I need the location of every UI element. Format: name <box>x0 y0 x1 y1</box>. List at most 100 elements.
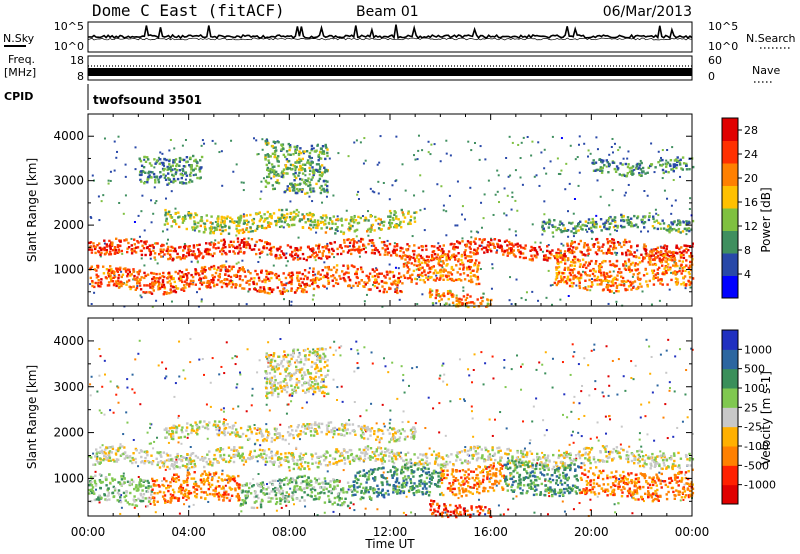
echo-cell <box>469 275 472 278</box>
echo-speckle <box>287 290 290 293</box>
echo-cell <box>288 271 291 275</box>
echo-speckle <box>140 210 143 213</box>
echo-cell <box>224 273 227 276</box>
echo-cell <box>185 255 188 258</box>
echo-speckle <box>511 191 514 194</box>
echo-speckle <box>441 364 444 367</box>
echo-cell <box>161 244 164 247</box>
echo-cell <box>399 220 402 224</box>
echo-cell <box>100 248 103 252</box>
echo-cell <box>262 245 266 248</box>
echo-cell <box>268 279 271 282</box>
echo-cell <box>220 221 223 224</box>
echo-cell <box>175 287 178 290</box>
echo-cell <box>206 219 209 222</box>
echo-cell <box>327 279 330 283</box>
echo-speckle <box>596 421 599 424</box>
echo-cell <box>332 249 335 252</box>
echo-cell <box>331 220 334 223</box>
echo-speckle <box>305 401 308 404</box>
echo-cell <box>599 218 603 221</box>
echo-cell <box>181 168 184 171</box>
echo-cell <box>241 279 244 282</box>
echo-speckle <box>109 409 112 412</box>
echo-cell <box>109 253 113 256</box>
echo-speckle <box>439 374 442 377</box>
echo-cell <box>551 231 554 234</box>
echo-cell <box>262 246 265 249</box>
echo-speckle <box>482 217 485 220</box>
echo-cell <box>627 285 631 288</box>
echo-cell <box>645 254 648 257</box>
echo-cell <box>600 274 603 277</box>
echo-cell <box>475 251 479 255</box>
echo-cell <box>374 281 377 284</box>
echo-speckle <box>421 293 424 296</box>
echo-cell <box>311 166 314 169</box>
echo-cell <box>179 277 183 280</box>
echo-speckle <box>177 441 180 444</box>
echo-cell <box>605 272 609 275</box>
echo-speckle <box>173 147 176 150</box>
echo-cell <box>554 225 557 229</box>
echo-cell <box>392 274 396 277</box>
echo-cell <box>645 248 648 252</box>
echo-cell <box>243 287 246 290</box>
echo-cell <box>584 261 588 264</box>
echo-cell <box>456 271 459 274</box>
echo-speckle <box>89 394 92 397</box>
echo-cell <box>311 170 315 173</box>
echo-cell <box>306 277 309 281</box>
echo-cell <box>625 241 628 244</box>
echo-cell <box>495 251 498 254</box>
echo-speckle <box>242 463 245 466</box>
echo-cell <box>243 270 246 273</box>
echo-cell <box>409 274 412 277</box>
echo-speckle <box>587 155 590 158</box>
echo-cell <box>667 250 670 253</box>
echo-cell <box>593 243 596 246</box>
echo-cell <box>602 259 605 263</box>
echo-speckle <box>211 357 214 360</box>
echo-cell <box>173 247 177 250</box>
echo-speckle <box>332 194 335 197</box>
echo-cell <box>293 183 296 186</box>
echo-cell <box>224 269 228 273</box>
echo-cell <box>476 265 479 268</box>
echo-cell <box>269 247 273 250</box>
echo-cell <box>140 253 144 257</box>
echo-cell <box>91 280 94 283</box>
echo-speckle <box>150 221 153 224</box>
echo-speckle <box>323 261 326 264</box>
echo-cell <box>217 274 220 278</box>
echo-cell <box>460 279 463 282</box>
echo-cell <box>197 272 200 275</box>
echo-speckle <box>371 283 374 286</box>
echo-cell <box>669 268 672 271</box>
echo-cell <box>644 245 647 248</box>
echo-cell <box>503 249 507 253</box>
echo-cell <box>624 251 628 254</box>
echo-cell <box>428 267 431 270</box>
echo-cell <box>389 219 392 222</box>
echo-cell <box>103 246 106 249</box>
echo-speckle <box>661 149 664 152</box>
echo-cell <box>200 155 204 159</box>
echo-cell <box>661 264 664 267</box>
echo-cell <box>591 243 595 246</box>
echo-cell <box>326 271 329 275</box>
echo-cell <box>620 271 623 274</box>
echo-cell <box>618 271 622 275</box>
echo-speckle <box>581 384 584 387</box>
echo-cell <box>109 246 112 249</box>
echo-speckle <box>539 241 542 244</box>
echo-cell <box>576 225 579 228</box>
echo-speckle <box>572 235 575 238</box>
echo-cell <box>235 283 238 287</box>
echo-cell <box>611 282 614 285</box>
echo-cell <box>226 215 229 218</box>
echo-cell <box>508 243 512 246</box>
echo-speckle <box>333 256 336 259</box>
echo-cell <box>534 249 538 252</box>
echo-cell <box>88 248 91 251</box>
